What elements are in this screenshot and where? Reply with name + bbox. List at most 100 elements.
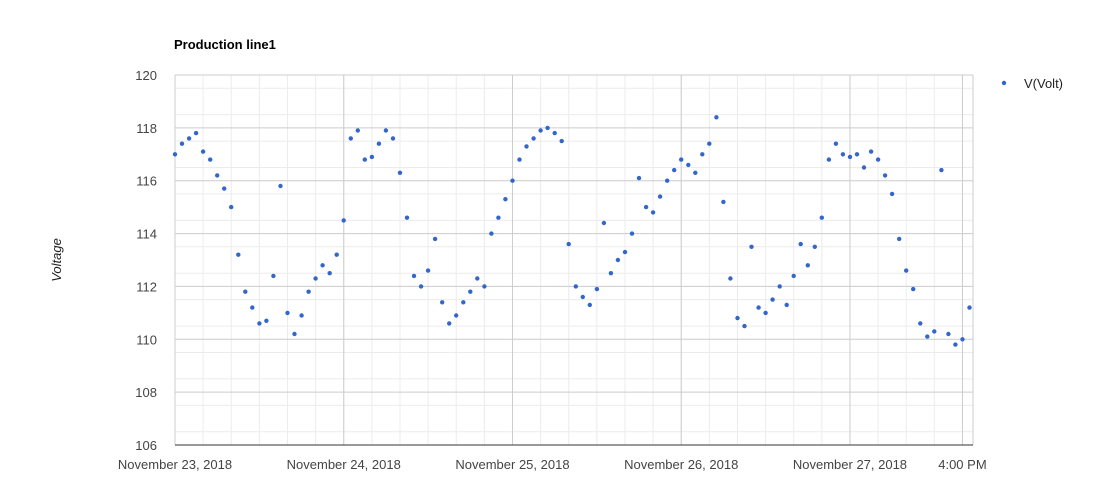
data-point	[440, 300, 445, 305]
y-tick-label: 110	[136, 332, 157, 347]
y-tick-label: 118	[136, 121, 157, 136]
plot-area	[172, 74, 974, 446]
data-point	[805, 263, 810, 268]
data-point	[911, 286, 916, 292]
data-points	[172, 115, 972, 347]
data-point	[573, 284, 578, 289]
data-point	[714, 115, 719, 120]
data-point	[889, 191, 895, 197]
data-point	[327, 271, 332, 276]
data-point	[882, 173, 888, 178]
legend[interactable]: V(Volt)	[1001, 76, 1063, 91]
data-point	[847, 154, 853, 160]
data-point	[278, 183, 283, 189]
x-tick-label: November 24, 2018	[287, 457, 401, 472]
data-point	[763, 310, 768, 316]
data-point	[721, 199, 726, 205]
data-point	[735, 315, 740, 321]
data-point	[854, 152, 860, 157]
data-point	[749, 244, 754, 249]
data-point	[643, 204, 649, 210]
data-point	[236, 252, 241, 257]
data-point	[939, 167, 944, 173]
data-point	[503, 197, 508, 202]
y-tick-label: 120	[135, 68, 157, 83]
data-point	[946, 331, 951, 337]
data-point	[179, 141, 185, 146]
data-point	[285, 310, 290, 316]
data-point	[932, 329, 937, 334]
data-point	[496, 215, 501, 220]
data-point	[861, 165, 867, 170]
data-point	[229, 204, 234, 210]
data-point	[517, 157, 522, 162]
data-point	[369, 154, 375, 160]
data-point	[594, 286, 600, 292]
data-point	[665, 178, 670, 183]
data-point	[608, 271, 614, 276]
major-gridlines	[174, 74, 974, 445]
y-tick-label: 106	[135, 438, 157, 453]
data-point	[552, 130, 557, 136]
data-point	[222, 186, 227, 191]
data-point	[264, 318, 269, 323]
data-point	[475, 276, 480, 281]
data-point	[657, 194, 663, 199]
legend-label-v-volt: V(Volt)	[1024, 76, 1063, 91]
data-point	[341, 218, 346, 223]
data-point	[454, 313, 459, 318]
data-point	[376, 141, 382, 146]
data-point	[559, 138, 564, 144]
data-point	[193, 130, 199, 136]
data-point	[672, 167, 677, 173]
data-point	[411, 273, 417, 279]
data-point	[538, 128, 543, 133]
data-point	[306, 289, 311, 294]
data-point	[299, 313, 304, 318]
data-point	[200, 149, 206, 154]
data-point	[812, 244, 817, 249]
data-point	[615, 257, 621, 263]
data-point	[397, 170, 403, 175]
y-tick-label: 114	[136, 227, 157, 242]
data-point	[636, 175, 642, 181]
x-tick-label: November 27, 2018	[793, 457, 907, 472]
legend-marker	[1001, 80, 1007, 86]
data-point	[566, 241, 571, 247]
data-point	[777, 284, 782, 289]
data-point	[383, 128, 389, 133]
data-point	[770, 297, 775, 302]
data-point	[756, 305, 761, 310]
data-point	[587, 302, 592, 308]
data-point	[418, 284, 424, 289]
data-point	[250, 305, 255, 310]
y-tick-label: 112	[136, 279, 157, 294]
data-point	[840, 152, 846, 157]
data-point	[686, 162, 691, 168]
data-point	[172, 152, 178, 157]
chart-title: Production line1	[174, 37, 276, 52]
data-point	[545, 125, 550, 131]
data-point	[580, 294, 585, 300]
data-point	[461, 300, 466, 305]
data-point	[925, 334, 930, 339]
data-point	[531, 136, 536, 141]
data-point	[208, 157, 213, 162]
plot-background	[175, 75, 973, 445]
data-point	[524, 144, 529, 149]
data-point	[622, 249, 628, 255]
data-point	[826, 157, 832, 162]
y-axis-title: Voltage	[49, 238, 64, 282]
data-point	[960, 337, 965, 342]
data-point	[868, 149, 874, 154]
data-point	[432, 236, 438, 242]
data-point	[271, 273, 276, 279]
data-point	[967, 305, 972, 310]
x-tick-label: November 23, 2018	[118, 457, 232, 472]
data-point	[489, 231, 494, 236]
data-point	[693, 170, 698, 175]
data-point	[390, 136, 396, 141]
x-tick-label: November 25, 2018	[455, 457, 569, 472]
data-point	[700, 152, 705, 157]
